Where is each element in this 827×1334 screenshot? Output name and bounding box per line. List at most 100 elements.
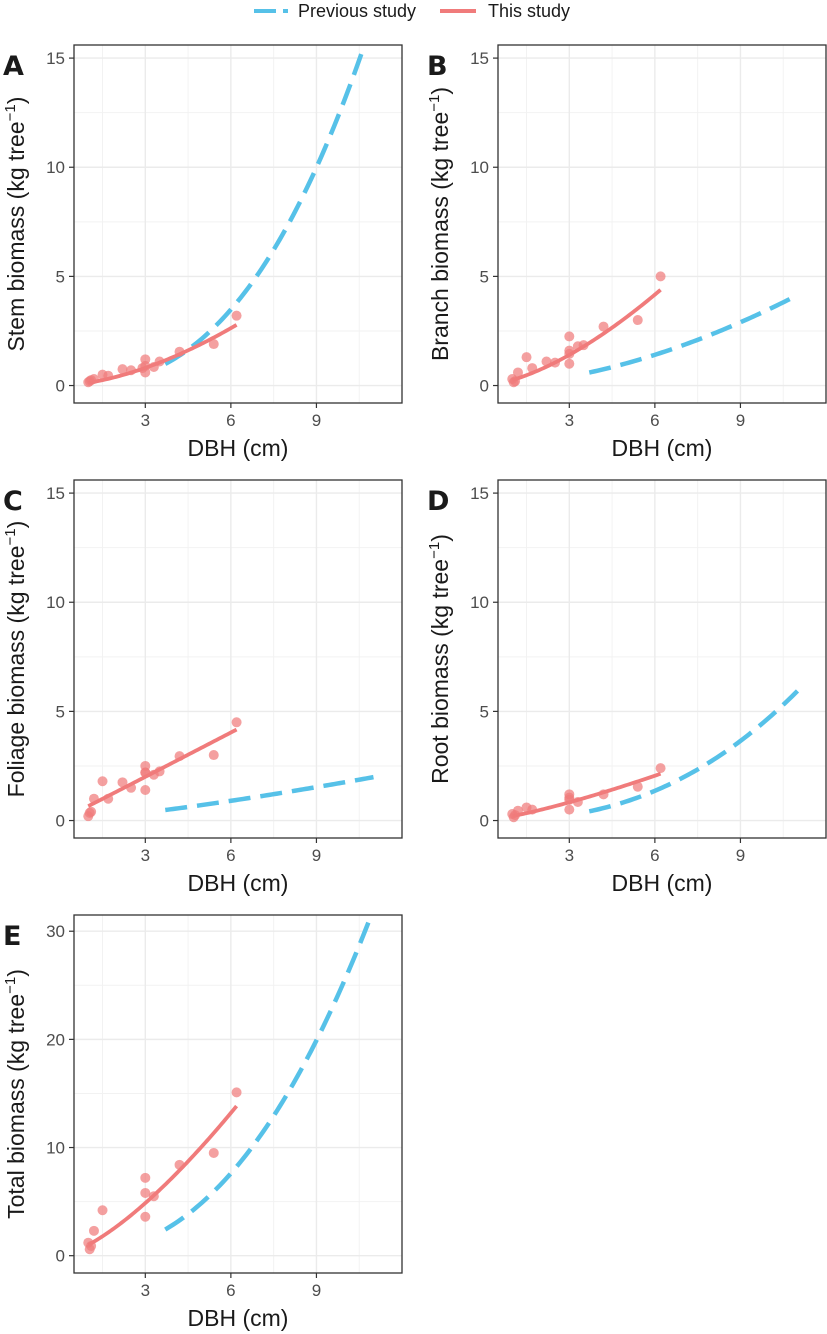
previous-study-curve-d xyxy=(588,689,800,814)
plot-background-a xyxy=(74,45,402,403)
panel-border-d xyxy=(497,479,827,839)
y-tick-label: 20 xyxy=(46,1030,65,1049)
this-study-point-e xyxy=(140,1187,151,1198)
y-tick-label: 5 xyxy=(480,267,489,286)
this-study-point-b xyxy=(598,321,609,332)
previous-study-curve-b xyxy=(588,293,799,375)
this-study-point-a xyxy=(140,367,151,378)
y-axis-title: Branch biomass (kg tree−1) xyxy=(426,87,453,361)
x-tick-label: 6 xyxy=(650,846,659,865)
y-tick-label: 0 xyxy=(56,812,65,831)
panel-letter-a: A xyxy=(3,51,24,82)
this-study-point-e xyxy=(174,1159,185,1170)
y-tick-label: 15 xyxy=(470,49,489,68)
y-tick-label: 0 xyxy=(480,812,489,831)
this-study-point-e xyxy=(140,1211,151,1222)
panel-letter-e: E xyxy=(3,921,21,952)
y-tick-label: 10 xyxy=(46,593,65,612)
x-tick-label: 6 xyxy=(226,1281,235,1300)
panel-d: 3 6 9 0 5 10 15 DBH (cm) Root biomass (kg tree−1… xyxy=(426,479,827,896)
this-study-point-c xyxy=(86,806,97,817)
previous-study-curve-a xyxy=(164,45,367,366)
this-study-point-c xyxy=(88,793,99,804)
y-tick-label: 5 xyxy=(56,267,65,286)
this-study-point-d xyxy=(564,794,575,805)
y-tick-label: 10 xyxy=(46,158,65,177)
x-tick-label: 9 xyxy=(312,1281,321,1300)
x-axis-title: DBH (cm) xyxy=(612,870,713,896)
this-study-point-c xyxy=(174,751,185,762)
panel-c: 3 6 9 0 5 10 15 DBH (cm) Foliage biomass (kg tre… xyxy=(2,479,403,896)
y-tick-label: 15 xyxy=(46,484,65,503)
plot-area-a xyxy=(83,45,367,388)
y-tick-label: 5 xyxy=(56,702,65,721)
x-tick-label: 3 xyxy=(565,411,574,430)
y-tick-label: 10 xyxy=(470,158,489,177)
this-study-point-e xyxy=(231,1087,242,1098)
this-study-point-d xyxy=(632,781,643,792)
this-study-point-b xyxy=(521,352,532,363)
this-study-point-a xyxy=(154,356,165,367)
panel-border-c xyxy=(73,479,403,839)
this-study-point-a xyxy=(88,373,99,384)
this-study-point-b xyxy=(578,340,589,351)
plot-background-d xyxy=(498,480,826,838)
panel-a: 3 6 9 0 5 10 15 DBH (cm) Stem biomass (kg tree−1… xyxy=(2,44,403,461)
this-study-curve-e xyxy=(87,1104,239,1247)
x-tick-label: 3 xyxy=(565,846,574,865)
x-axis-title: DBH (cm) xyxy=(188,435,289,461)
panel-e: 3 6 9 0 10 20 30 DBH (cm) Total biomass (kg tree… xyxy=(2,914,403,1331)
this-study-point-c xyxy=(103,793,114,804)
this-study-point-c xyxy=(154,766,165,777)
this-study-point-d xyxy=(564,804,575,815)
this-study-point-e xyxy=(86,1240,97,1251)
x-tick-label: 3 xyxy=(141,846,150,865)
x-tick-label: 6 xyxy=(650,411,659,430)
this-study-point-b xyxy=(632,315,643,326)
x-axis-title: DBH (cm) xyxy=(612,435,713,461)
plot-area-e xyxy=(83,915,374,1255)
this-study-point-a xyxy=(174,346,185,357)
y-tick-label: 0 xyxy=(56,1247,65,1266)
this-study-point-e xyxy=(208,1147,219,1158)
y-tick-label: 5 xyxy=(480,702,489,721)
this-study-point-a xyxy=(103,370,114,381)
this-study-point-b xyxy=(564,358,575,369)
this-study-point-d xyxy=(598,789,609,800)
this-study-point-b xyxy=(527,363,538,374)
panel-border-b xyxy=(497,44,827,404)
this-study-point-c xyxy=(97,776,108,787)
this-study-point-e xyxy=(148,1191,159,1202)
this-study-point-c xyxy=(117,777,128,788)
this-study-point-d xyxy=(655,763,666,774)
x-tick-label: 6 xyxy=(226,411,235,430)
this-study-point-a xyxy=(117,364,128,375)
x-tick-label: 6 xyxy=(226,846,235,865)
this-study-point-b xyxy=(550,357,561,368)
x-axis-title: DBH (cm) xyxy=(188,870,289,896)
previous-study-curve-c xyxy=(164,774,374,813)
y-tick-label: 10 xyxy=(470,593,489,612)
x-tick-label: 9 xyxy=(312,411,321,430)
plot-background-c xyxy=(74,480,402,838)
panel-b: 3 6 9 0 5 10 15 DBH (cm) Branch biomass (kg tree… xyxy=(426,44,827,461)
this-study-point-a xyxy=(208,339,219,350)
y-tick-label: 10 xyxy=(46,1139,65,1158)
y-axis-title: Stem biomass (kg tree−1) xyxy=(2,97,29,352)
x-tick-label: 9 xyxy=(736,411,745,430)
panel-border-e xyxy=(73,914,403,1274)
this-study-point-b xyxy=(564,345,575,356)
plot-area-c xyxy=(83,717,374,822)
this-study-point-b xyxy=(564,331,575,342)
this-study-point-d xyxy=(527,804,538,815)
y-tick-label: 30 xyxy=(46,922,65,941)
y-tick-label: 0 xyxy=(480,377,489,396)
y-axis-title: Foliage biomass (kg tree−1) xyxy=(2,521,29,798)
plot-background-b xyxy=(498,45,826,403)
y-axis-title: Total biomass (kg tree−1) xyxy=(2,969,29,1219)
this-study-point-e xyxy=(140,1172,151,1183)
plot-area-d xyxy=(507,689,800,823)
this-study-point-a xyxy=(126,365,137,376)
panels: 3 6 9 0 5 10 15 DBH (cm) Stem biomass (kg tree−1… xyxy=(2,44,827,1331)
x-tick-label: 3 xyxy=(141,411,150,430)
